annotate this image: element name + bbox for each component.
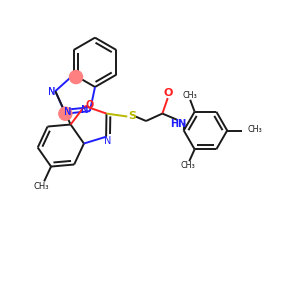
Text: CH₃: CH₃: [34, 182, 50, 190]
Text: O: O: [164, 88, 173, 98]
Text: N: N: [64, 107, 71, 117]
Text: CH₃: CH₃: [183, 91, 197, 100]
Text: HN: HN: [171, 119, 187, 129]
Text: N: N: [81, 105, 88, 115]
Text: S: S: [128, 111, 136, 121]
Text: N: N: [64, 107, 71, 117]
Text: N: N: [48, 87, 56, 97]
Circle shape: [59, 107, 72, 120]
Text: N: N: [104, 136, 111, 146]
Text: N: N: [81, 105, 88, 115]
Text: N: N: [48, 87, 56, 97]
Text: CH₃: CH₃: [180, 161, 195, 170]
Text: CH₃: CH₃: [248, 125, 263, 134]
Text: O: O: [85, 100, 94, 110]
Circle shape: [70, 70, 83, 84]
